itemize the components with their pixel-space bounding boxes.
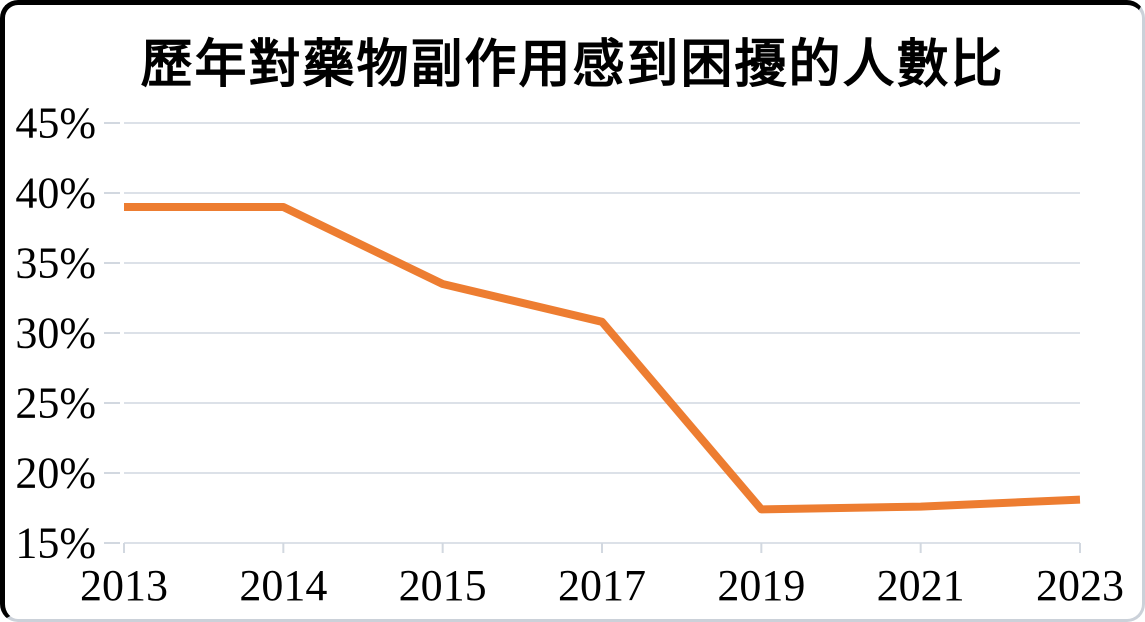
x-axis-label: 2017 <box>558 561 646 610</box>
y-axis-label: 30% <box>15 309 96 358</box>
y-axis-label: 15% <box>15 519 96 568</box>
x-axis-label: 2021 <box>877 561 965 610</box>
x-axis-label: 2014 <box>239 561 327 610</box>
y-axis-label: 25% <box>15 379 96 428</box>
x-axis-label: 2023 <box>1036 561 1124 610</box>
chart-title: 歷年對藥物副作用感到困擾的人數比 <box>140 37 1005 94</box>
y-axis-label: 45% <box>15 99 96 148</box>
x-axis-label: 2015 <box>399 561 487 610</box>
y-axis-label: 20% <box>15 449 96 498</box>
x-axis-label: 2019 <box>717 561 805 610</box>
y-axis-label: 35% <box>15 239 96 288</box>
data-line <box>124 203 1081 514</box>
y-axis-label: 40% <box>15 169 96 218</box>
x-axis-label: 2013 <box>80 561 168 610</box>
